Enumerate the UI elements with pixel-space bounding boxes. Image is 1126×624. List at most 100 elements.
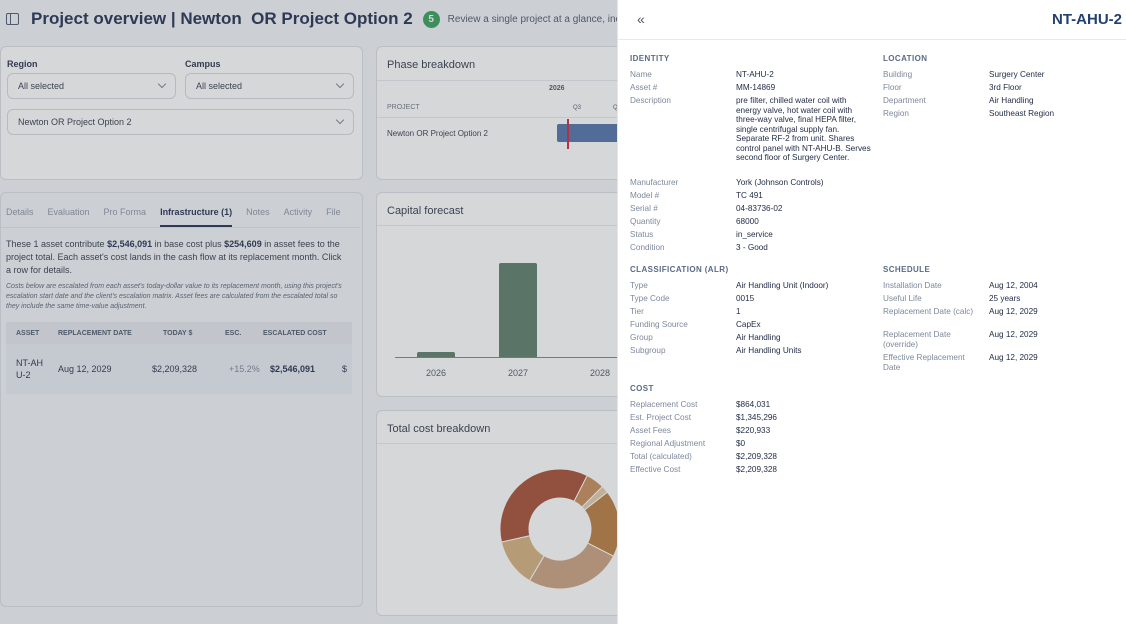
phase-breakdown-card: Phase breakdown 2026 PROJECT Q3 Q Newton… [376, 46, 627, 180]
panel-header: « NT-AHU-2 [618, 0, 1126, 40]
field-value: Surgery Center [989, 70, 1045, 79]
x-axis-line [395, 357, 627, 358]
field-label: Asset Fees [630, 426, 671, 435]
asset-detail-panel: « NT-AHU-2 IDENTITY Name NT-AHU-2 Asset # MM… [617, 0, 1126, 624]
field-label: Subgroup [630, 346, 666, 355]
cost-field: Asset Fees $220,933 [630, 426, 872, 439]
tab-evaluation[interactable]: Evaluation [47, 207, 90, 217]
classification-field: Type Air Handling Unit (Indoor) [630, 281, 872, 294]
field-label: Useful Life [883, 294, 922, 303]
region-label: Region [7, 59, 38, 69]
tab-files[interactable]: File [326, 207, 341, 217]
field-value: 0015 [736, 294, 755, 303]
identity-field: Manufacturer York (Johnson Controls) [630, 178, 872, 191]
donut-slice[interactable] [500, 535, 545, 582]
total-cost-card: Total cost breakdown [376, 410, 626, 616]
classification-field: Type Code 0015 [630, 294, 872, 307]
field-value: $1,345,296 [736, 413, 777, 422]
identity-field: Description pre filter, chilled water coi… [630, 96, 872, 178]
phase-row-label[interactable]: Newton OR Project Option 2 [387, 129, 488, 138]
identity-field: Condition 3 - Good [630, 243, 872, 256]
field-value: 3 - Good [736, 243, 768, 252]
field-value: York (Johnson Controls) [736, 178, 824, 187]
cost-section-title: COST [630, 384, 654, 393]
table-row[interactable]: NT-AHU-2 Aug 12, 2029 $2,209,328 +15.2% … [6, 344, 352, 394]
x-tick-label: 2027 [508, 368, 529, 378]
field-value: $2,209,328 [736, 465, 777, 474]
field-value: Aug 12, 2029 [989, 330, 1038, 339]
classification-field: Funding Source CapEx [630, 320, 872, 333]
modal-backdrop[interactable] [0, 0, 617, 624]
total-cost-title: Total cost breakdown [387, 423, 491, 435]
field-label: Asset # [630, 83, 658, 92]
field-label: Department [883, 96, 926, 105]
region-select[interactable]: All selected [7, 73, 176, 99]
project-select[interactable]: Newton OR Project Option 2 [7, 109, 354, 135]
phase-year: 2026 [549, 85, 565, 92]
tab-details[interactable]: Details [6, 207, 34, 217]
field-value: 68000 [736, 217, 759, 226]
identity-field: Quantity 68000 [630, 217, 872, 230]
phase-divider [377, 117, 625, 118]
escalated-cost-cell: $2,546,091 [270, 364, 316, 374]
classification-field: Group Air Handling [630, 333, 872, 346]
capital-bar-2027[interactable] [499, 263, 537, 357]
campus-select[interactable]: All selected [185, 73, 354, 99]
field-value: $220,933 [736, 426, 771, 435]
field-value: pre filter, chilled water coil with ener… [736, 96, 871, 162]
field-value: 1 [736, 307, 741, 316]
phase-project-header: PROJECT [387, 104, 420, 111]
field-label: Type Code [630, 294, 670, 303]
table-header: ASSET REPLACEMENT DATE TODAY $ ESC. ESCA… [6, 322, 352, 344]
field-value: NT-AHU-2 [736, 70, 774, 79]
total-divider [377, 443, 625, 444]
sidebar-toggle-icon[interactable] [6, 13, 19, 25]
cost-field: Total (calculated) $2,209,328 [630, 452, 872, 465]
page-header: Project overview | Newton OR Project Opt… [0, 0, 1126, 38]
asset-fees-total: $254,609 [224, 239, 262, 249]
schedule-section-title: SCHEDULE [883, 265, 931, 274]
classification-section-title: CLASSIFICATION (ALR) [630, 265, 729, 274]
field-value: Air Handling [736, 333, 781, 342]
project-select-value: Newton OR Project Option 2 [18, 117, 132, 127]
field-label: Model # [630, 191, 660, 200]
collapse-panel-icon[interactable]: « [637, 11, 645, 27]
donut-slice[interactable] [499, 468, 588, 543]
x-tick-label: 2028 [590, 368, 611, 378]
field-label: Condition [630, 243, 665, 252]
field-label: Status [630, 230, 654, 239]
field-value: Air Handling Unit (Indoor) [736, 281, 829, 290]
field-label: Installation Date [883, 281, 942, 290]
tab-pro-forma[interactable]: Pro Forma [103, 207, 147, 217]
page-subtitle: Review a single project at a glance, inc… [447, 13, 693, 25]
tab-notes[interactable]: Notes [246, 207, 270, 217]
field-label: Effective Replacement Date [883, 353, 965, 372]
tab-infrastructure[interactable]: Infrastructure (1) [160, 207, 233, 227]
cost-field: Effective Cost $2,209,328 [630, 465, 872, 478]
cost-field: Est. Project Cost $1,345,296 [630, 413, 872, 426]
tab-activity[interactable]: Activity [283, 207, 313, 217]
field-label: Replacement Cost [630, 400, 698, 409]
schedule-field: Replacement Date (calc) Aug 12, 2029 [883, 307, 1126, 330]
schedule-field: Installation Date Aug 12, 2004 [883, 281, 1126, 294]
campus-label: Campus [185, 59, 221, 69]
location-field: Building Surgery Center [883, 70, 1126, 83]
field-label: Regional Adjustment [630, 439, 706, 448]
field-label: Serial # [630, 204, 658, 213]
classification-field: Tier 1 [630, 307, 872, 320]
asset-table: ASSET REPLACEMENT DATE TODAY $ ESC. ESCA… [6, 322, 352, 394]
field-value: Air Handling [989, 96, 1034, 105]
donut-slice[interactable] [528, 542, 615, 590]
location-field: Floor 3rd Floor [883, 83, 1126, 96]
schedule-field: Effective Replacement Date Aug 12, 2029 [883, 353, 1126, 376]
identity-field: Name NT-AHU-2 [630, 70, 872, 83]
gantt-bar[interactable] [557, 124, 627, 142]
capital-divider [377, 225, 625, 226]
field-value: TC 491 [736, 191, 763, 200]
field-value: Aug 12, 2029 [989, 307, 1038, 316]
field-value: MM-14869 [736, 83, 776, 92]
field-label: Replacement Date (override) [883, 330, 951, 349]
field-value: $0 [736, 439, 746, 448]
page-title: Project overview | Newton OR Project Opt… [31, 9, 413, 28]
capital-bar-2026[interactable] [417, 352, 455, 357]
